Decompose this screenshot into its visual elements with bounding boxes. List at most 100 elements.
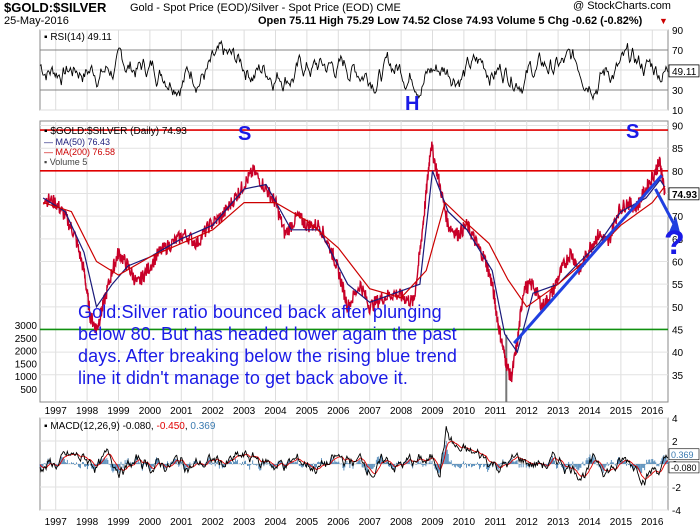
right-shoulder-label: S xyxy=(626,121,639,143)
annotation-line: days. After breaking below the rising bl… xyxy=(78,346,458,366)
down-arrow-icon: ▼ xyxy=(659,16,668,26)
price-last-value: 74.93 xyxy=(672,190,697,201)
x-tick-label: 2011 xyxy=(485,406,507,417)
x-tick-label: 1999 xyxy=(107,406,130,417)
x-tick-label: 2016 xyxy=(641,517,664,528)
x-tick-label: 2007 xyxy=(359,517,382,528)
legend-ma200: — MA(200) 76.58 xyxy=(44,147,115,157)
macd-line xyxy=(39,426,669,487)
annotation-line: below 80. But has headed lower again the… xyxy=(78,324,457,344)
macd-title-part: , xyxy=(185,421,191,432)
x-tick-label: 2010 xyxy=(453,517,476,528)
ohlc-readout: Open 75.11 High 75.29 Low 74.52 Close 74… xyxy=(258,15,643,27)
volume-tick-label: 3000 xyxy=(15,321,38,332)
x-tick-label: 2010 xyxy=(453,406,476,417)
x-tick-label: 2013 xyxy=(547,517,570,528)
x-tick-label: 1997 xyxy=(45,517,68,528)
price-last-value-box xyxy=(668,187,700,201)
trend-line xyxy=(513,174,663,345)
x-tick-label: 2001 xyxy=(170,406,193,417)
macd-last-value-box xyxy=(668,461,700,474)
x-tick-label: 2003 xyxy=(233,406,256,417)
price-tick-label: 35 xyxy=(672,371,684,382)
x-tick-label: 2005 xyxy=(296,406,319,417)
macd-tick-label: -2 xyxy=(672,483,681,494)
head-label: H xyxy=(405,93,419,115)
x-tick-label: 2002 xyxy=(202,406,225,417)
macd-title: ▪ MACD(12,26,9) -0.080, -0.450, 0.369 xyxy=(44,421,216,432)
x-tick-label: 2011 xyxy=(485,517,507,528)
x-tick-label: 1999 xyxy=(107,517,130,528)
annotation-line: Gold:Silver ratio bounced back after plu… xyxy=(78,302,442,322)
x-tick-label: 2004 xyxy=(264,517,287,528)
volume-tick-label: 2000 xyxy=(15,347,38,358)
macd-title-part: -0.450 xyxy=(156,421,185,432)
x-tick-label: 2000 xyxy=(139,406,162,417)
x-tick-label: 2006 xyxy=(327,517,350,528)
x-tick-label: 2016 xyxy=(641,406,664,417)
x-tick-label: 2008 xyxy=(390,517,413,528)
volume-tick-label: 1500 xyxy=(15,359,38,370)
question-label: ? xyxy=(664,224,685,262)
annotation-line: line it didn't manage to get back above … xyxy=(78,368,408,388)
x-tick-label: 2003 xyxy=(233,517,256,528)
x-tick-label: 1997 xyxy=(45,406,68,417)
x-tick-label: 2009 xyxy=(421,406,444,417)
rsi-tick-label: 70 xyxy=(672,46,684,57)
chart-subtitle: Gold - Spot Price (EOD)/Silver - Spot Pr… xyxy=(130,2,401,14)
price-series-line xyxy=(42,141,666,383)
price-tick-label: 85 xyxy=(672,144,684,155)
ma200-line xyxy=(42,185,666,308)
x-tick-label: 2007 xyxy=(359,406,382,417)
macd-last-value: 0.369 xyxy=(671,450,694,460)
rsi-last-value-box xyxy=(668,64,700,78)
price-tick-label: 65 xyxy=(672,235,684,246)
rsi-last-value: 49.11 xyxy=(672,67,697,78)
legend-ma50: — MA(50) 76.43 xyxy=(44,137,110,147)
rsi-tick-label: 90 xyxy=(672,26,684,37)
rsi-title: ▪ RSI(14) 49.11 xyxy=(44,32,112,43)
price-tick-label: 55 xyxy=(672,280,684,291)
price-tick-label: 70 xyxy=(672,212,684,223)
ma50-line xyxy=(42,170,666,354)
x-tick-label: 2002 xyxy=(202,517,225,528)
price-tick-label: 45 xyxy=(672,325,684,336)
volume-tick-label: 500 xyxy=(20,385,37,396)
volume-tick-label: 1000 xyxy=(15,372,38,383)
x-tick-label: 1998 xyxy=(76,517,99,528)
x-tick-label: 2015 xyxy=(610,517,633,528)
x-tick-label: 2014 xyxy=(578,517,601,528)
macd-tick-label: -4 xyxy=(672,506,681,517)
x-tick-label: 2012 xyxy=(516,517,539,528)
legend-volume: ▪ Volume 5 xyxy=(44,157,87,167)
brand-watermark: @ StockCharts.com xyxy=(573,0,671,12)
volume-tick-label: 2500 xyxy=(15,334,38,345)
x-tick-label: 2004 xyxy=(264,406,287,417)
x-tick-label: 2000 xyxy=(139,517,162,528)
price-tick-label: 80 xyxy=(672,167,684,178)
price-tick-label: 60 xyxy=(672,258,684,269)
price-tick-label: 50 xyxy=(672,303,684,314)
x-tick-label: 2009 xyxy=(421,517,444,528)
left-shoulder-label: S xyxy=(238,123,251,145)
chart-date: 25-May-2016 xyxy=(4,15,69,27)
macd-tick-label: 2 xyxy=(672,437,678,448)
annotation-text: Gold:Silver ratio bounced back after plu… xyxy=(78,301,518,389)
chart-title: $GOLD:$SILVER xyxy=(4,0,107,15)
x-tick-label: 2001 xyxy=(170,517,193,528)
x-tick-label: 2012 xyxy=(516,406,539,417)
rsi-tick-label: 10 xyxy=(672,106,684,117)
down-arrow-icon xyxy=(668,216,681,237)
x-tick-label: 2006 xyxy=(327,406,350,417)
macd-last-value: -0.080 xyxy=(671,463,697,473)
macd-title-part: 0.369 xyxy=(190,421,215,432)
x-tick-label: 1998 xyxy=(76,406,99,417)
price-tick-label: 90 xyxy=(672,122,684,133)
price-tick-label: 40 xyxy=(672,348,684,359)
macd-tick-label: 4 xyxy=(672,414,678,425)
x-tick-label: 2015 xyxy=(610,406,633,417)
legend-main: ▪ $GOLD:$SILVER (Daily) 74.93 xyxy=(44,126,187,137)
x-tick-label: 2005 xyxy=(296,517,319,528)
x-tick-label: 2014 xyxy=(578,406,601,417)
